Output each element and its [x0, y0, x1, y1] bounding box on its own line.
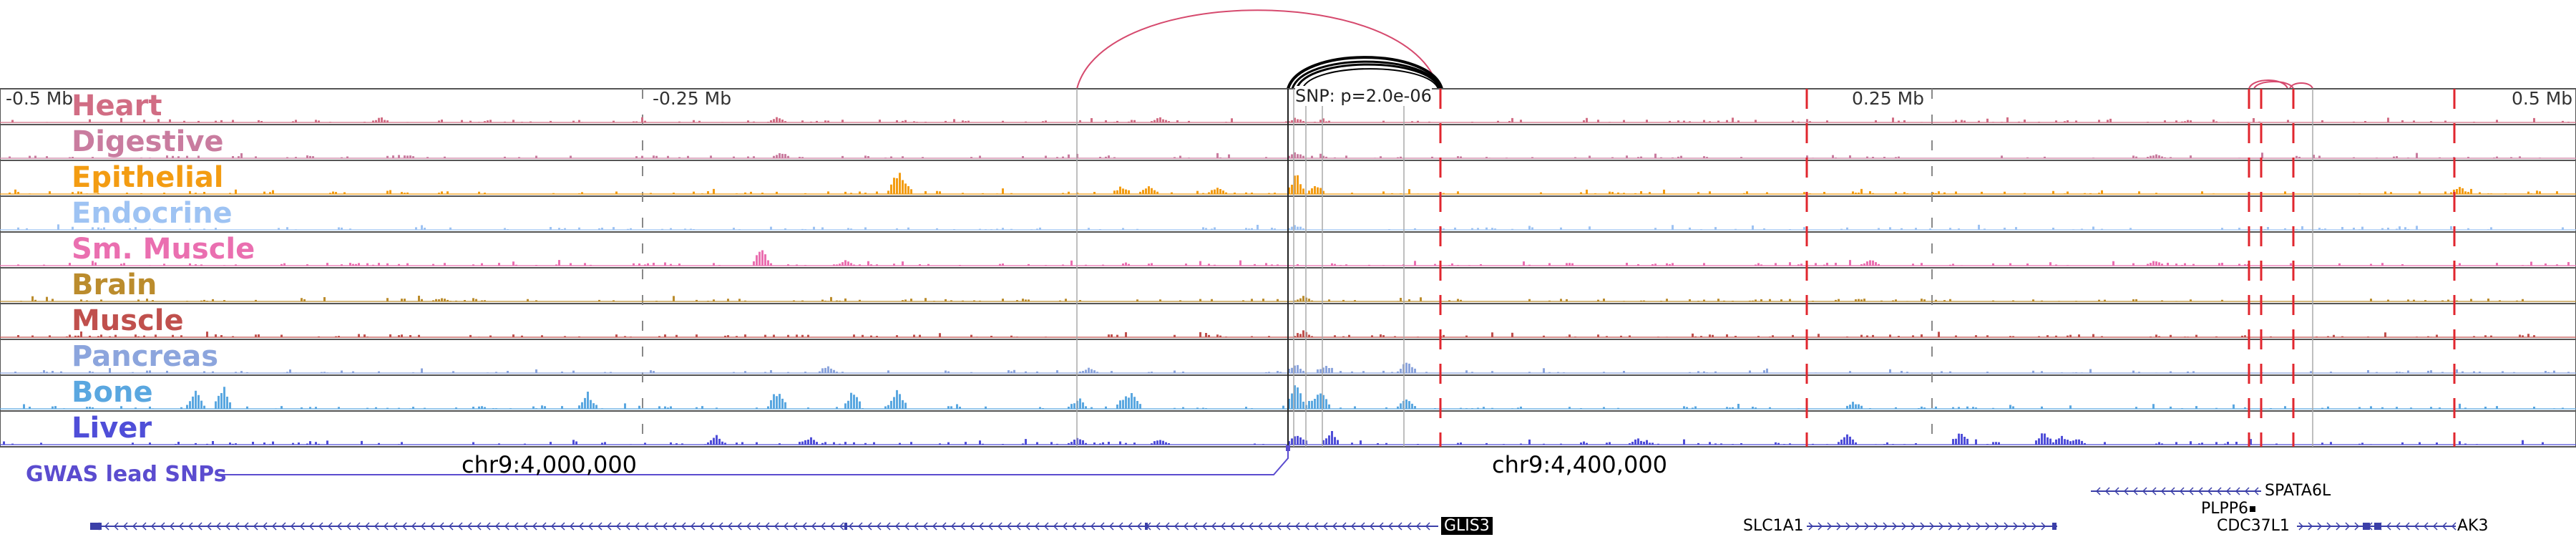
gwas-connector [216, 450, 1289, 475]
loop-arc-black [1291, 60, 1442, 90]
loop-arc-black [1295, 63, 1441, 90]
loop-arc-pink [1076, 9, 1439, 90]
track-signal-digestive [9, 152, 2541, 158]
gene-ak3-exon [2363, 523, 2370, 530]
track-signal-heart [11, 117, 2570, 122]
gene-glis3-exon [1145, 523, 1148, 530]
loop-arc-pink [2289, 82, 2313, 90]
chromatin-loops [1076, 9, 2313, 90]
loop-arc-pink [2248, 79, 2288, 90]
track-signal-epithelial [9, 173, 2558, 194]
gene-slc1a1-arrows [1808, 522, 2046, 531]
highlight-lines [1076, 89, 2456, 447]
track-signal-muscle [17, 330, 2535, 337]
gene-track [90, 487, 2457, 531]
gene-glis3-exon [90, 523, 102, 530]
track-signal-liver [3, 430, 2544, 445]
gene-plpp6-exon [2250, 506, 2255, 512]
gwas-track [216, 445, 1290, 475]
track-signal-pancreas [14, 362, 2570, 373]
gene-glis3-exon [844, 523, 847, 530]
gene-spata6l-arrows [2095, 487, 2259, 495]
loop-arc-black [1287, 56, 1443, 90]
gene-cdc37l1-arrows [2298, 522, 2360, 531]
track-signal-brain [20, 296, 2524, 301]
gwas-snp-marker [1286, 445, 1290, 451]
gene-slc1a1-exon [2052, 523, 2057, 530]
gene-ak3-exon [2374, 523, 2381, 530]
track-signal-endocrine [17, 224, 2564, 230]
loop-arc-black [1302, 68, 1439, 90]
